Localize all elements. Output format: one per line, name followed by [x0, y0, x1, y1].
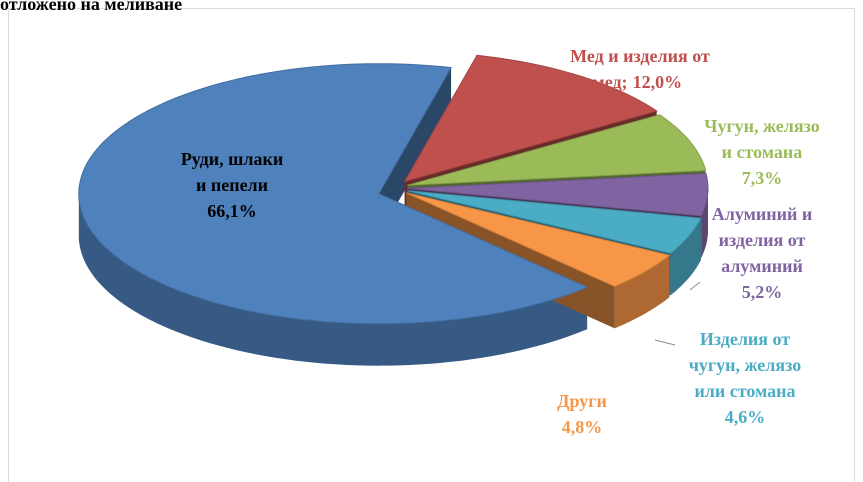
slice: [407, 172, 709, 217]
data-label-name: Чугун, желязо и стомана: [704, 116, 820, 162]
leader-line: [654, 339, 676, 346]
data-label-name: Други: [557, 391, 607, 411]
data-label-value: 12,0%: [633, 72, 683, 92]
slice-side: [614, 255, 670, 329]
data-label-value: 4,6%: [725, 407, 766, 427]
data-label-name: Руди, шлаки и пепели: [181, 149, 283, 195]
slice-side: [78, 193, 588, 366]
slice-wall: [378, 67, 452, 236]
slice-tops: [78, 54, 709, 325]
data-label-value: 5,2%: [742, 282, 783, 302]
slice-side: [670, 218, 701, 296]
chart-title: отложено на меливане: [0, 0, 182, 14]
data-label-name: Изделия от чугун, желязо или стомана: [689, 329, 801, 401]
slice: [407, 114, 707, 186]
slice: [406, 192, 671, 287]
chart-frame: [8, 8, 855, 482]
slice: [407, 190, 702, 254]
data-label-name: Мед и изделия от мед;: [570, 46, 710, 92]
slice: [78, 63, 589, 325]
data-label-value: 7,3%: [742, 168, 783, 188]
data-label-value: 4,8%: [562, 417, 603, 437]
slice: [403, 54, 658, 183]
slice-side: [701, 188, 708, 258]
data-label-value: 66,1%: [207, 201, 257, 221]
data-label-name: Алуминий и изделия от алуминий: [712, 204, 812, 276]
leader-line: [689, 281, 701, 291]
